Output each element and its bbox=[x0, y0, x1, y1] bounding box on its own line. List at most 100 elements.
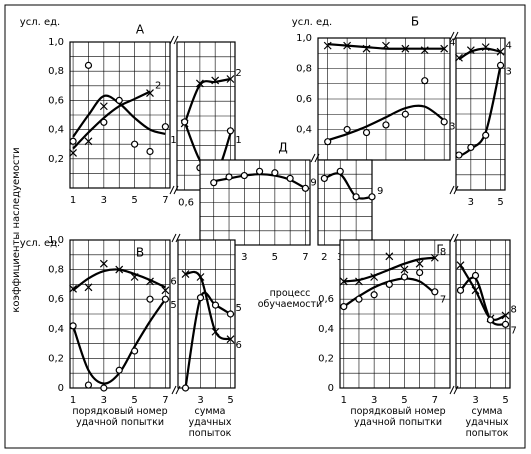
point bbox=[271, 169, 279, 177]
point bbox=[486, 316, 495, 324]
point bbox=[146, 147, 154, 156]
y-tick-label: 0,6 bbox=[48, 294, 64, 305]
point bbox=[161, 295, 169, 303]
point bbox=[226, 310, 235, 318]
point bbox=[146, 277, 154, 286]
y-tick-label: 0,4 bbox=[318, 324, 334, 335]
point bbox=[340, 303, 348, 311]
curve-label: 5 bbox=[170, 300, 176, 311]
x-axis-label: сумма удачных попыток bbox=[465, 406, 509, 439]
point bbox=[385, 252, 394, 261]
x-tick-label: 1 bbox=[70, 395, 76, 406]
curve bbox=[458, 65, 502, 158]
y-unit: усл. ед. bbox=[292, 17, 332, 28]
annotation: процесс обучаемости bbox=[257, 288, 323, 310]
y-tick-label: 1,0 bbox=[48, 235, 64, 246]
point bbox=[471, 286, 480, 295]
point bbox=[400, 273, 409, 281]
point bbox=[131, 140, 139, 148]
curve bbox=[323, 172, 373, 200]
x-tick-label: 3 bbox=[241, 252, 247, 263]
panel-title: Д bbox=[278, 141, 287, 155]
x-tick-label: 3 bbox=[472, 395, 478, 406]
point bbox=[355, 295, 363, 303]
point bbox=[455, 151, 463, 159]
panel-title: А bbox=[136, 23, 145, 37]
x-tick-label: 3 bbox=[468, 197, 474, 208]
point bbox=[440, 118, 448, 126]
curve-label: 5 bbox=[236, 303, 242, 314]
point bbox=[440, 44, 449, 53]
point bbox=[362, 44, 371, 53]
point bbox=[496, 61, 505, 69]
point bbox=[467, 143, 475, 152]
curve bbox=[183, 77, 231, 124]
point bbox=[382, 41, 390, 50]
point bbox=[130, 273, 139, 281]
y-tick-label: 0,4 bbox=[296, 125, 312, 136]
x-tick-label: 5 bbox=[497, 197, 503, 208]
axis-break bbox=[169, 185, 179, 195]
axis-break bbox=[171, 233, 181, 243]
point bbox=[99, 102, 108, 111]
point bbox=[69, 284, 78, 293]
x-tick-label: 5 bbox=[227, 395, 233, 406]
point bbox=[211, 327, 220, 336]
axis-break bbox=[310, 153, 320, 163]
point bbox=[430, 253, 439, 262]
point bbox=[456, 286, 465, 294]
curve-label: 4 bbox=[506, 41, 512, 52]
y-tick-label: 1,0 bbox=[48, 37, 64, 48]
curve-label: 1 bbox=[235, 135, 241, 146]
y-tick-label: 0,4 bbox=[48, 324, 64, 335]
point bbox=[343, 125, 351, 134]
y-tick-label: 0,2 bbox=[48, 353, 64, 364]
point bbox=[482, 131, 490, 139]
point bbox=[240, 171, 248, 180]
point bbox=[501, 311, 510, 320]
curve-label: 6 bbox=[170, 276, 176, 287]
x-tick-label: 5 bbox=[131, 195, 137, 206]
point bbox=[496, 47, 505, 56]
point bbox=[368, 193, 376, 201]
point bbox=[385, 280, 393, 288]
curve-label: 1 bbox=[170, 135, 176, 146]
point bbox=[115, 265, 124, 274]
point bbox=[99, 259, 108, 268]
curve-label: 7 bbox=[440, 294, 446, 305]
point bbox=[471, 271, 480, 280]
y-unit: усл. ед. bbox=[20, 238, 60, 249]
x-tick-label: 7 bbox=[162, 195, 168, 206]
y-tick-label: 0 bbox=[328, 383, 334, 394]
curve bbox=[459, 264, 506, 321]
point bbox=[401, 110, 409, 118]
point bbox=[225, 173, 233, 181]
point bbox=[420, 46, 429, 55]
y-axis-label: коэффициенты наследуемости bbox=[11, 147, 22, 312]
curve-label: 9 bbox=[377, 186, 383, 197]
curve-label: 8 bbox=[511, 304, 517, 315]
curve bbox=[185, 270, 231, 341]
point bbox=[84, 381, 93, 389]
curve-label: 3 bbox=[449, 121, 455, 132]
x-tick-label: 7 bbox=[432, 395, 438, 406]
frame bbox=[4, 4, 526, 449]
point bbox=[211, 76, 220, 85]
point bbox=[362, 128, 371, 137]
x-tick-label: 3 bbox=[101, 395, 107, 406]
curve-label: 7 bbox=[511, 325, 517, 336]
curve bbox=[72, 90, 151, 150]
x-tick-label: 2 bbox=[321, 252, 327, 263]
point bbox=[100, 118, 108, 126]
axis-break bbox=[449, 31, 459, 41]
curve bbox=[327, 104, 445, 142]
point bbox=[370, 273, 379, 281]
point bbox=[323, 41, 332, 50]
point bbox=[69, 149, 78, 157]
point bbox=[161, 123, 169, 131]
point bbox=[431, 288, 439, 296]
point bbox=[339, 277, 348, 286]
axis-break bbox=[171, 385, 181, 395]
